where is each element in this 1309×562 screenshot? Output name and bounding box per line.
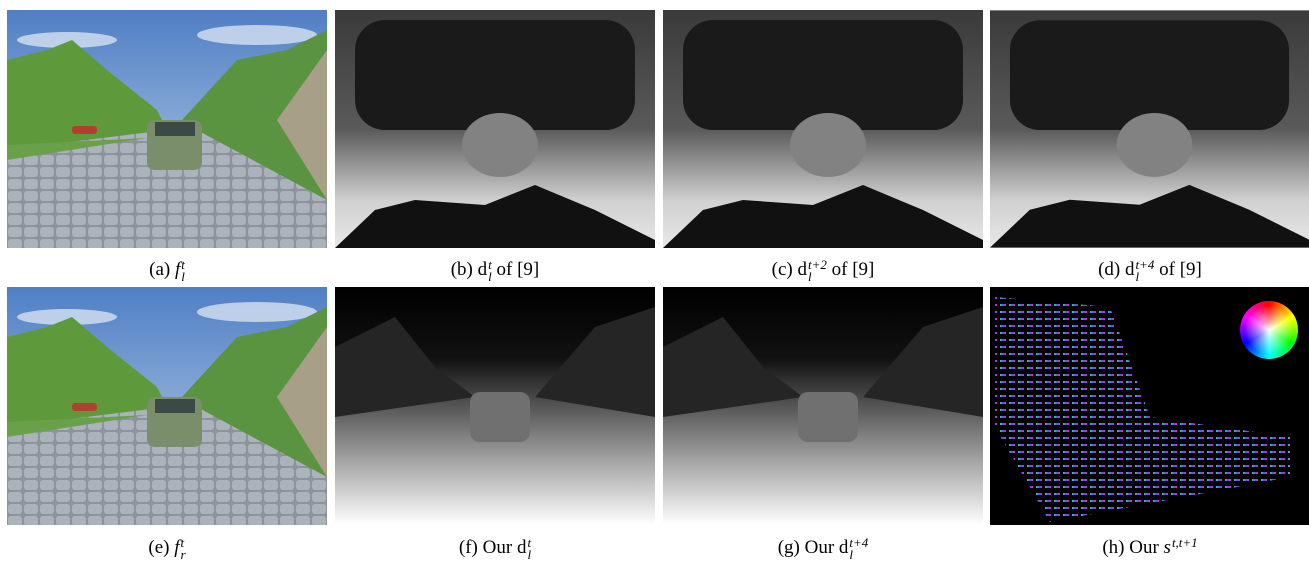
image-a [7, 10, 327, 248]
caption-prefix: Our [1129, 537, 1159, 558]
scripts: t,t+1 [1172, 537, 1198, 561]
image-e [7, 287, 327, 525]
subscript: r [181, 549, 186, 561]
subscript: l [1136, 271, 1155, 283]
image-c [663, 10, 983, 248]
image-d [990, 10, 1309, 248]
subscript: l [527, 549, 531, 561]
image-h [990, 287, 1309, 525]
caption-symbol: d [517, 537, 527, 558]
superscript: t,t+1 [1172, 537, 1198, 549]
caption-suffix: of [9] [832, 259, 875, 280]
caption-label: (e) [148, 537, 169, 558]
caption-label: (f) [459, 537, 478, 558]
caption-symbol: f [174, 537, 179, 558]
subscript: l [808, 271, 827, 283]
caption-suffix: of [9] [1159, 259, 1202, 280]
caption-symbol: d [1125, 259, 1135, 280]
caption-label: (g) [778, 537, 800, 558]
caption-label: (a) [149, 259, 170, 280]
image-f [335, 287, 655, 525]
caption-suffix: of [9] [497, 259, 540, 280]
figure: (() => { const data = JSON.parse(documen… [0, 0, 1309, 561]
subscript: l [181, 271, 185, 283]
caption-prefix: Our [805, 537, 835, 558]
caption-label: (d) [1098, 259, 1120, 280]
color-wheel [1240, 301, 1298, 359]
caption-label: (h) [1102, 537, 1124, 558]
caption-symbol: s [1164, 537, 1171, 558]
caption-symbol: d [839, 537, 849, 558]
image-b [335, 10, 655, 248]
caption-label: (c) [772, 259, 793, 280]
caption-symbol: f [175, 259, 180, 280]
caption-symbol: d [478, 259, 488, 280]
image-g [663, 287, 983, 525]
spacer [1172, 549, 1198, 561]
caption-symbol: d [797, 259, 807, 280]
subscript: l [849, 549, 868, 561]
caption-label: (b) [451, 259, 473, 280]
subscript: l [488, 271, 492, 283]
caption-prefix: Our [483, 537, 513, 558]
